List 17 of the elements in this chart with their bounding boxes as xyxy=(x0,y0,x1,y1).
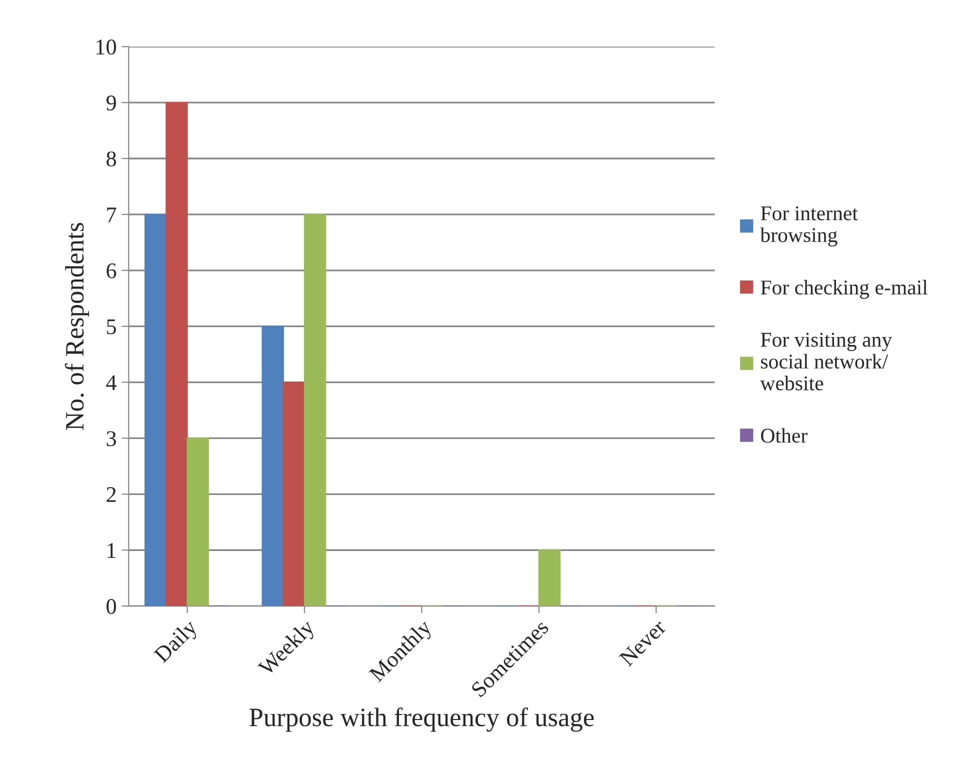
legend-label: Other xyxy=(761,428,808,443)
legend-label: For checking e-mail xyxy=(760,280,928,299)
y-tick-label: 2 xyxy=(106,487,116,502)
x-axis-title: Purpose with frequency of usage xyxy=(250,708,594,732)
y-tick-label: 6 xyxy=(106,263,116,278)
y-tick-label: 3 xyxy=(106,431,116,446)
y-tick-label: 9 xyxy=(106,96,116,110)
legend-label: For internet browsing xyxy=(760,206,858,246)
y-tick-label: 10 xyxy=(96,40,116,55)
y-tick-label: 7 xyxy=(107,208,116,222)
y-tick-label: 0 xyxy=(106,598,116,614)
y-tick-label: 1 xyxy=(108,543,116,558)
y-tick-label: 4 xyxy=(106,375,116,390)
y-axis-title: No. of Respondents xyxy=(64,222,90,430)
y-tick-label: 8 xyxy=(106,151,116,166)
legend-label: For visiting any social network/ website xyxy=(760,332,892,390)
y-tick-label: 5 xyxy=(107,320,116,334)
